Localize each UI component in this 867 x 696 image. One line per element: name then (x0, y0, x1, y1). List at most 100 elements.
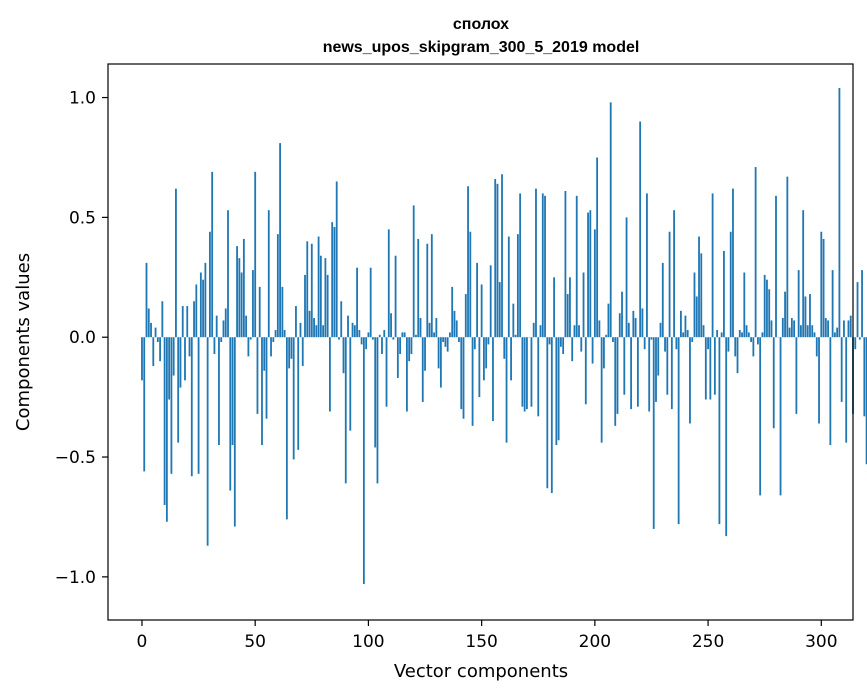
bar-273 (759, 337, 762, 496)
bar-177 (541, 193, 544, 338)
bar-72 (304, 274, 306, 338)
bar-74 (308, 310, 311, 338)
bar-199 (591, 337, 594, 364)
bar-214 (625, 217, 628, 338)
bar-152 (485, 337, 488, 369)
bar-284 (784, 291, 786, 338)
bar-245 (695, 296, 698, 338)
bar-303 (827, 320, 829, 338)
bar-57 (270, 337, 272, 357)
bar-161 (505, 337, 508, 443)
bar-18 (181, 306, 184, 338)
bar-140 (458, 337, 460, 342)
bar-42 (236, 246, 238, 338)
bar-318 (861, 270, 863, 338)
bar-77 (315, 325, 318, 338)
bar-87 (338, 337, 340, 340)
bar-51 (256, 337, 259, 414)
bar-319 (863, 337, 866, 417)
bar-163 (510, 337, 512, 381)
bar-188 (566, 294, 569, 338)
bar-266 (743, 272, 746, 338)
bar-262 (734, 337, 737, 357)
x-tick-label-1: 50 (244, 632, 266, 652)
bar-143 (464, 294, 467, 338)
bar-285 (786, 176, 789, 338)
bar-63 (283, 330, 286, 338)
bar-83 (329, 337, 331, 412)
bar-147 (473, 337, 476, 350)
bar-20 (186, 306, 189, 338)
bar-59 (274, 330, 277, 338)
bar-234 (670, 337, 673, 410)
bar-9 (161, 301, 164, 338)
bar-119 (410, 337, 413, 354)
bar-222 (643, 337, 646, 350)
bar-296 (811, 325, 814, 338)
bar-113 (396, 337, 399, 378)
bar-283 (781, 318, 784, 338)
bar-92 (349, 337, 352, 431)
bar-75 (310, 243, 313, 338)
bar-150 (480, 284, 483, 338)
bar-181 (550, 337, 553, 493)
bar-224 (648, 337, 651, 412)
bar-204 (603, 337, 605, 369)
bar-174 (535, 188, 537, 338)
bar-172 (530, 337, 533, 407)
x-axis-ticks: 0 50 100 150 200 250 300 (137, 620, 838, 652)
bar-107 (383, 330, 386, 338)
bar-124 (421, 337, 424, 402)
bar-220 (639, 121, 642, 338)
bar-136 (449, 332, 451, 338)
bar-203 (600, 337, 603, 443)
bar-121 (415, 334, 417, 338)
bar-299 (818, 337, 820, 424)
bar-4 (150, 322, 152, 338)
bar-298 (815, 337, 818, 357)
bar-15 (175, 188, 177, 338)
bar-249 (704, 337, 707, 400)
bar-316 (856, 282, 859, 338)
bar-208 (612, 337, 614, 342)
bar-155 (492, 337, 494, 422)
bar-192 (575, 195, 578, 338)
bar-17 (179, 337, 182, 388)
bar-257 (723, 250, 725, 338)
bar-231 (664, 337, 666, 352)
bar-213 (623, 337, 626, 395)
bar-173 (532, 322, 535, 338)
bar-48 (249, 337, 252, 340)
bar-198 (589, 210, 592, 338)
bar-8 (159, 337, 161, 362)
bar-176 (539, 325, 542, 338)
bar-193 (578, 325, 580, 338)
bar-120 (412, 205, 415, 338)
bar-309 (840, 337, 843, 402)
bar-34 (218, 337, 220, 446)
bar-61 (279, 143, 281, 338)
bar-225 (650, 337, 653, 340)
bar-80 (322, 325, 325, 338)
bar-190 (571, 337, 574, 362)
bar-32 (213, 337, 216, 354)
bar-26 (199, 272, 202, 338)
bar-40 (231, 337, 234, 446)
bar-105 (378, 334, 381, 338)
bar-286 (788, 327, 791, 338)
bar-138 (453, 310, 456, 338)
bar-246 (698, 236, 700, 338)
bar-2 (145, 262, 148, 338)
bar-301 (822, 238, 825, 338)
x-tick-label-4: 200 (579, 632, 611, 652)
bar-36 (222, 320, 225, 338)
bar-56 (267, 210, 270, 338)
bar-236 (675, 337, 678, 350)
bar-81 (324, 258, 327, 338)
bar-126 (426, 243, 429, 338)
bar-66 (290, 337, 293, 359)
bar-47 (247, 337, 250, 357)
bar-256 (720, 332, 723, 338)
bar-52 (258, 286, 261, 338)
bar-86 (335, 181, 338, 338)
